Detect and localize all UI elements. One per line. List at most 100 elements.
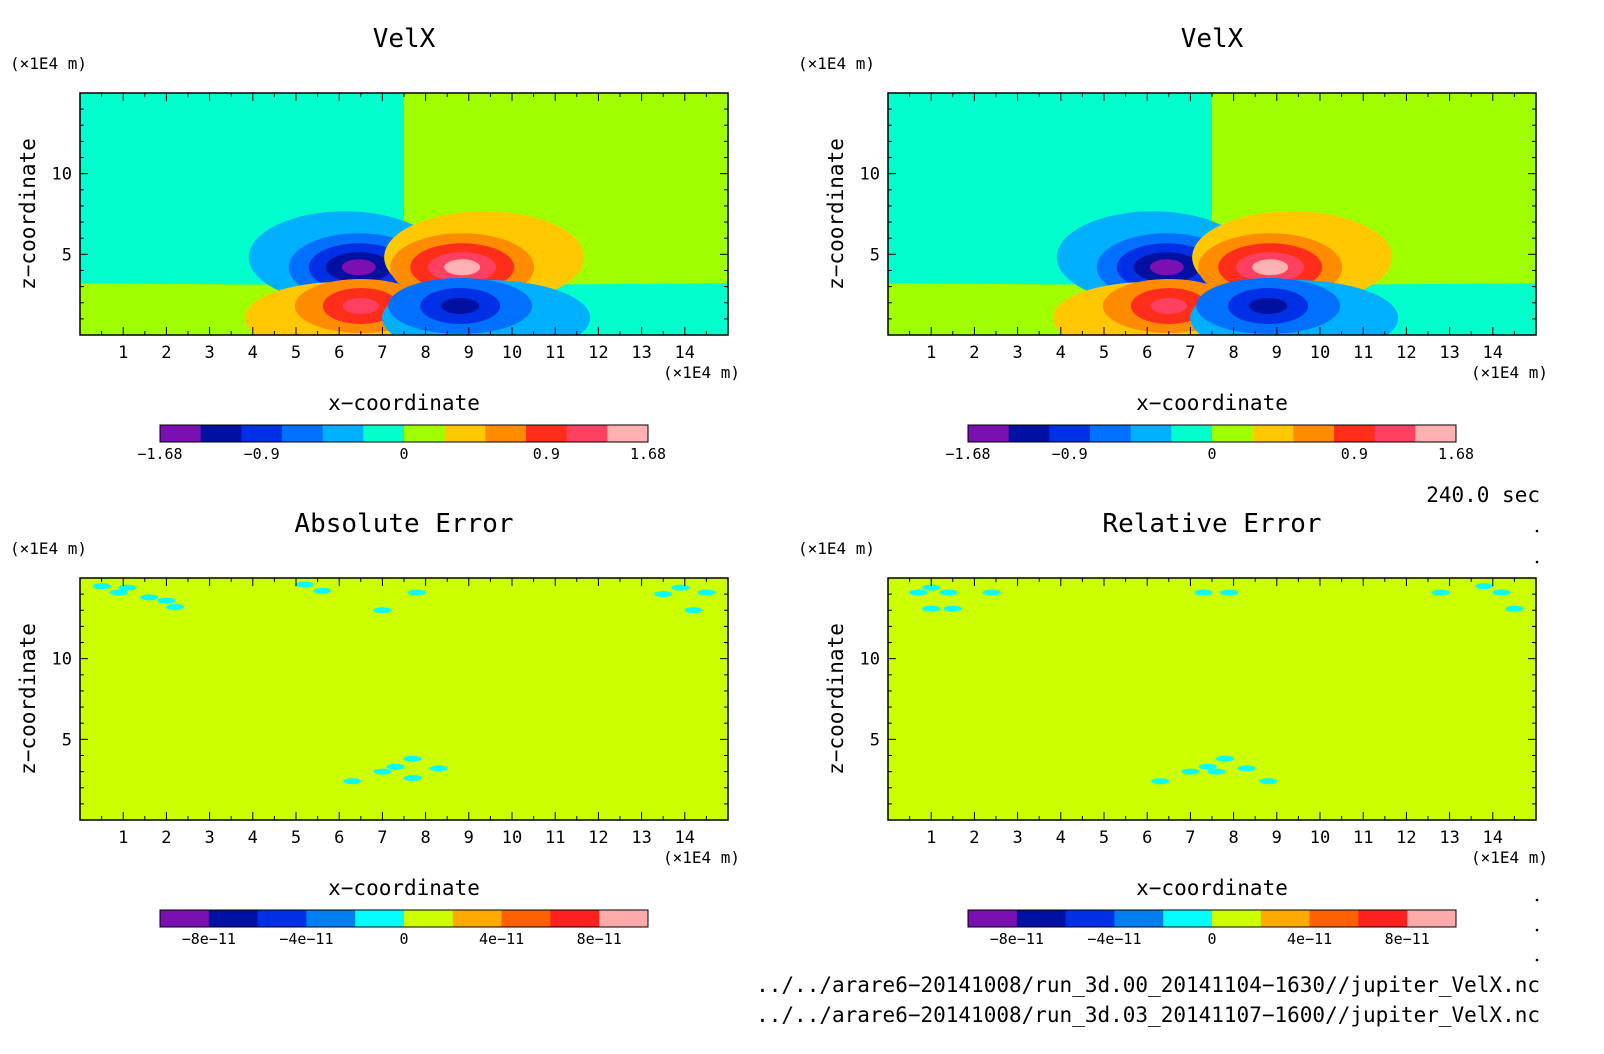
x-tick-label: 1 bbox=[118, 343, 128, 363]
x-tick-label: 13 bbox=[1439, 828, 1459, 848]
x-tick-label: 8 bbox=[420, 343, 430, 363]
colorbar-swatch bbox=[1212, 910, 1262, 927]
colorbar-swatch bbox=[208, 910, 259, 927]
colorbar-tick-label: 8e−11 bbox=[577, 930, 622, 948]
colorbar-tick-label: 0 bbox=[1207, 445, 1216, 463]
x-tick-label: 8 bbox=[1228, 828, 1238, 848]
panel-2-y-unit: (×1E4 m) bbox=[798, 54, 875, 73]
lobe-pos-upper-4 bbox=[444, 259, 481, 276]
colorbar-swatch bbox=[355, 910, 405, 927]
x-tick-label: 10 bbox=[502, 343, 522, 363]
time-label: 240.0 sec bbox=[1426, 483, 1540, 507]
colorbar-swatch bbox=[968, 425, 1010, 442]
y-tick-label: 10 bbox=[52, 165, 72, 185]
colorbar-tick-label: 1.68 bbox=[1438, 445, 1474, 463]
y-tick-label: 5 bbox=[870, 245, 880, 265]
error-spot-0 bbox=[92, 583, 111, 590]
error-background bbox=[80, 578, 728, 820]
error-spot-12 bbox=[1237, 765, 1256, 772]
x-tick-label: 7 bbox=[377, 343, 387, 363]
x-tick-label: 3 bbox=[204, 828, 214, 848]
colorbar-swatch bbox=[1065, 910, 1115, 927]
x-tick-label: 2 bbox=[969, 828, 979, 848]
colorbar-tick-label: 0.9 bbox=[1341, 445, 1368, 463]
error-spot-10 bbox=[343, 778, 362, 785]
x-tick-label: 11 bbox=[1353, 343, 1373, 363]
error-spot-4 bbox=[922, 605, 941, 612]
lobe-neg-upper-4 bbox=[1149, 259, 1184, 276]
colorbar-tick-label: −1.68 bbox=[137, 445, 182, 463]
colorbar-swatch bbox=[1114, 910, 1164, 927]
x-tick-label: 13 bbox=[631, 828, 651, 848]
error-spot-2 bbox=[939, 589, 958, 596]
colorbar-swatch bbox=[1415, 425, 1457, 442]
colorbar-swatch bbox=[1049, 425, 1091, 442]
x-tick-label: 7 bbox=[1185, 828, 1195, 848]
x-tick-label: 11 bbox=[1353, 828, 1373, 848]
colorbar-tick-label: 4e−11 bbox=[1287, 930, 1332, 948]
colorbar-tick-label: −1.68 bbox=[945, 445, 990, 463]
x-tick-label: 6 bbox=[1142, 828, 1152, 848]
x-tick-label: 11 bbox=[545, 343, 565, 363]
colorbar-swatch bbox=[444, 425, 486, 442]
x-tick-label: 12 bbox=[1396, 343, 1416, 363]
colorbar-swatch bbox=[566, 425, 608, 442]
file-path-2: ../../arare6−20141008/run_3d.03_20141107… bbox=[756, 1003, 1540, 1027]
error-spot-15 bbox=[1431, 589, 1450, 596]
colorbar-swatch bbox=[1309, 910, 1359, 927]
error-spot-18 bbox=[1505, 605, 1524, 612]
x-tick-label: 2 bbox=[161, 343, 171, 363]
colorbar-swatch bbox=[282, 425, 324, 442]
x-tick-label: 10 bbox=[1310, 343, 1330, 363]
x-tick-label: 1 bbox=[926, 828, 936, 848]
colorbar-frame bbox=[967, 909, 1457, 928]
panel-4-y-unit: (×1E4 m) bbox=[798, 539, 875, 558]
colorbar-tick-label: 0 bbox=[399, 445, 408, 463]
error-spot-6 bbox=[295, 581, 314, 588]
x-tick-label: 12 bbox=[588, 343, 608, 363]
panel-4-x-unit: (×1E4 m) bbox=[1471, 848, 1548, 867]
colorbar-swatch bbox=[257, 910, 307, 927]
panel-4-title: Relative Error bbox=[1102, 509, 1321, 539]
x-tick-label: 12 bbox=[588, 828, 608, 848]
lobe-pos-lower-3 bbox=[1150, 297, 1187, 314]
colorbar-tick-label: −4e−11 bbox=[1087, 930, 1141, 948]
colorbar-tick-label: −8e−11 bbox=[990, 930, 1044, 948]
error-spot-9 bbox=[1181, 768, 1200, 775]
panel-1-xlabel: x−coordinate bbox=[328, 391, 480, 415]
panel-3-field bbox=[80, 578, 728, 820]
error-spot-3 bbox=[140, 594, 159, 601]
error-spot-16 bbox=[1475, 583, 1494, 590]
x-tick-label: 11 bbox=[545, 828, 565, 848]
x-tick-label: 14 bbox=[1483, 343, 1503, 363]
colorbar-swatch bbox=[968, 910, 1018, 927]
lobe-neg-lower-3 bbox=[441, 297, 480, 314]
error-spot-8 bbox=[373, 607, 392, 614]
y-tick-label: 10 bbox=[52, 650, 72, 670]
x-tick-label: 13 bbox=[631, 343, 651, 363]
colorbar-swatch bbox=[1334, 425, 1376, 442]
x-tick-label: 6 bbox=[334, 828, 344, 848]
x-tick-label: 4 bbox=[248, 343, 258, 363]
colorbar-swatch bbox=[485, 425, 527, 442]
error-spot-17 bbox=[1492, 589, 1511, 596]
colorbar-tick-label: 1.68 bbox=[630, 445, 666, 463]
colorbar-swatch bbox=[599, 910, 649, 927]
x-tick-label: 9 bbox=[1272, 343, 1282, 363]
x-tick-label: 14 bbox=[675, 343, 695, 363]
lobe-neg-upper-4 bbox=[341, 259, 376, 276]
colorbar-tick-label: −8e−11 bbox=[182, 930, 236, 948]
lobe-pos-lower-3 bbox=[342, 297, 379, 314]
y-tick-label: 5 bbox=[870, 730, 880, 750]
x-tick-label: 5 bbox=[1099, 343, 1109, 363]
colorbar-swatch bbox=[160, 425, 202, 442]
colorbar-swatch bbox=[1260, 910, 1311, 927]
error-spot-7 bbox=[1220, 589, 1239, 596]
panel-3-x-unit: (×1E4 m) bbox=[663, 848, 740, 867]
error-spot-16 bbox=[654, 591, 673, 598]
panel-4-xlabel: x−coordinate bbox=[1136, 876, 1288, 900]
colorbar-tick-label: 8e−11 bbox=[1385, 930, 1430, 948]
colorbar-tick-label: 0 bbox=[1207, 930, 1216, 948]
colorbar-swatch bbox=[1407, 910, 1457, 927]
error-spot-18 bbox=[684, 607, 703, 614]
